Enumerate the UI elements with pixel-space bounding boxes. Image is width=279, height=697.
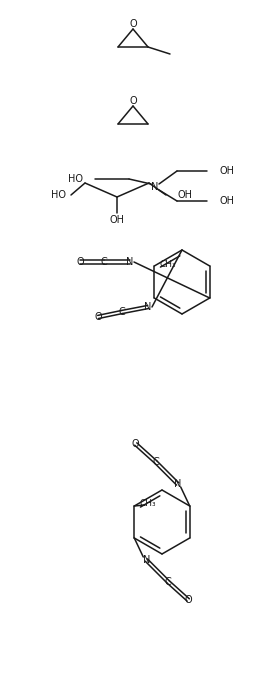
Text: N: N (144, 302, 152, 312)
Text: CH₃: CH₃ (140, 500, 157, 509)
Text: C: C (165, 577, 172, 587)
Text: OH: OH (219, 196, 234, 206)
Text: C: C (152, 457, 159, 467)
Text: N: N (151, 182, 159, 192)
Text: C: C (101, 257, 107, 267)
Text: O: O (129, 19, 137, 29)
Text: HO: HO (52, 190, 66, 200)
Text: OH: OH (109, 215, 124, 225)
Text: O: O (76, 257, 84, 267)
Text: N: N (126, 257, 134, 267)
Text: O: O (94, 312, 102, 322)
Text: CH₃: CH₃ (160, 259, 177, 268)
Text: O: O (129, 96, 137, 106)
Text: HO: HO (68, 174, 83, 184)
Text: N: N (143, 555, 150, 565)
Text: OH: OH (177, 190, 192, 200)
Text: O: O (132, 439, 140, 449)
Text: C: C (119, 307, 125, 317)
Text: N: N (174, 479, 181, 489)
Text: OH: OH (219, 166, 234, 176)
Text: O: O (184, 595, 192, 605)
